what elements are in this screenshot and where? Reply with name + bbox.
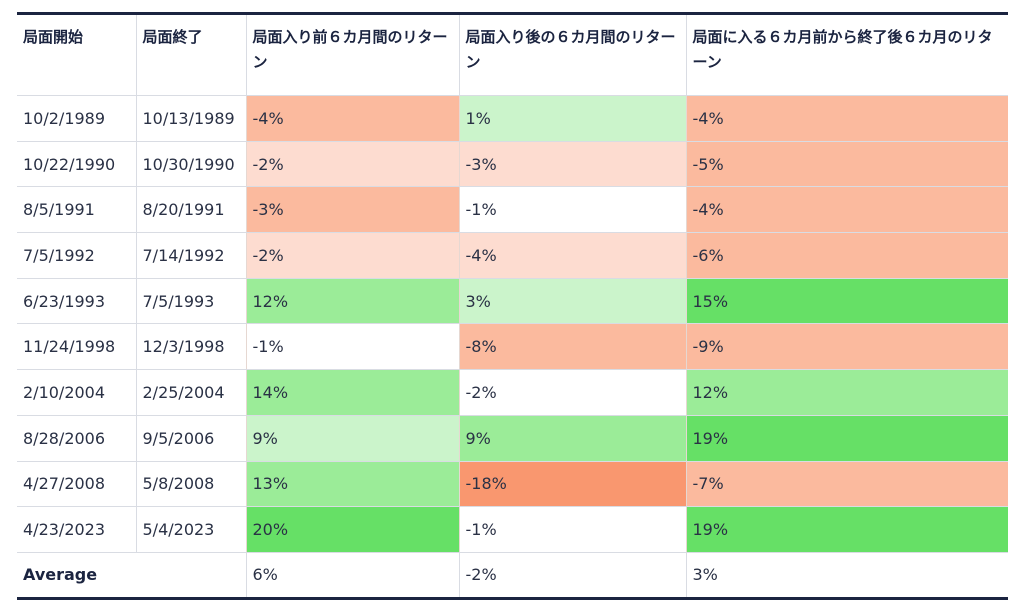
cell-return-after: 3% [458, 278, 686, 325]
cell-return-total: 12% [685, 369, 1008, 416]
cell-phase-end: 5/8/2008 [135, 461, 246, 508]
header-return-after: 局面入り後の６カ月間のリターン [458, 13, 686, 96]
cell-return-before: 9% [245, 415, 459, 462]
cell-return-after: 9% [458, 415, 686, 462]
average-row: Average 6% -2% 3% [17, 552, 1008, 600]
cell-return-after: -1% [458, 186, 686, 234]
cell-return-total: -5% [685, 141, 1008, 188]
cell-return-before: -2% [245, 141, 459, 188]
cell-phase-end: 7/5/1993 [135, 278, 246, 325]
cell-phase-start: 8/5/1991 [17, 186, 136, 234]
table-row: 11/24/1998 12/3/1998 -1% -8% -9% [17, 323, 1008, 371]
cell-return-total: -4% [685, 95, 1008, 142]
cell-phase-start: 4/27/2008 [17, 461, 136, 508]
cell-phase-start: 11/24/1998 [17, 323, 136, 371]
cell-phase-end: 8/20/1991 [135, 186, 246, 234]
cell-return-before: -4% [245, 95, 459, 142]
table-row: 10/22/1990 10/30/1990 -2% -3% -5% [17, 141, 1008, 188]
cell-return-total: -6% [685, 232, 1008, 279]
cell-return-before: 13% [245, 461, 459, 508]
cell-return-before: 12% [245, 278, 459, 325]
cell-return-total: 15% [685, 278, 1008, 325]
cell-phase-end: 5/4/2023 [135, 506, 246, 553]
table-row: 4/23/2023 5/4/2023 20% -1% 19% [17, 506, 1008, 553]
cell-return-after: -4% [458, 232, 686, 279]
cell-return-after: -18% [458, 461, 686, 508]
cell-return-after: -3% [458, 141, 686, 188]
header-return-total: 局面に入る６カ月前から終了後６カ月のリターン [685, 13, 1008, 96]
table-row: 8/5/1991 8/20/1991 -3% -1% -4% [17, 186, 1008, 234]
cell-phase-start: 7/5/1992 [17, 232, 136, 279]
cell-return-before: 14% [245, 369, 459, 416]
cell-return-before: -2% [245, 232, 459, 279]
cell-return-total: -4% [685, 186, 1008, 234]
header-phase-end: 局面終了 [135, 13, 246, 96]
table-row: 7/5/1992 7/14/1992 -2% -4% -6% [17, 232, 1008, 279]
cell-phase-end: 2/25/2004 [135, 369, 246, 416]
table-row: 4/27/2008 5/8/2008 13% -18% -7% [17, 461, 1008, 508]
cell-return-after: -8% [458, 323, 686, 371]
cell-phase-end: 7/14/1992 [135, 232, 246, 279]
cell-phase-start: 2/10/2004 [17, 369, 136, 416]
cell-return-total: 19% [685, 506, 1008, 553]
table-row: 6/23/1993 7/5/1993 12% 3% 15% [17, 278, 1008, 325]
header-phase-start: 局面開始 [17, 13, 136, 96]
cell-return-before: -3% [245, 186, 459, 234]
cell-phase-end: 12/3/1998 [135, 323, 246, 371]
cell-return-total: 19% [685, 415, 1008, 462]
cell-return-after: 1% [458, 95, 686, 142]
cell-phase-end: 9/5/2006 [135, 415, 246, 462]
table-body: 10/2/1989 10/13/1989 -4% 1% -4% 10/22/1990 10/… [17, 95, 1008, 600]
table-row: 8/28/2006 9/5/2006 9% 9% 19% [17, 415, 1008, 462]
average-total: 3% [685, 552, 1008, 600]
cell-return-before: 20% [245, 506, 459, 553]
cell-return-after: -1% [458, 506, 686, 553]
table-row: 10/2/1989 10/13/1989 -4% 1% -4% [17, 95, 1008, 142]
cell-phase-start: 10/22/1990 [17, 141, 136, 188]
table-row: 2/10/2004 2/25/2004 14% -2% 12% [17, 369, 1008, 416]
cell-phase-end: 10/30/1990 [135, 141, 246, 188]
cell-return-total: -9% [685, 323, 1008, 371]
header-row: 局面開始 局面終了 局面入り前６カ月間のリターン 局面入り後の６カ月間のリターン… [17, 13, 1008, 96]
cell-phase-start: 6/23/1993 [17, 278, 136, 325]
cell-return-before: -1% [245, 323, 459, 371]
cell-phase-start: 4/23/2023 [17, 506, 136, 553]
returns-table: 局面開始 局面終了 局面入り前６カ月間のリターン 局面入り後の６カ月間のリターン… [17, 12, 1008, 600]
cell-phase-start: 10/2/1989 [17, 95, 136, 142]
cell-return-after: -2% [458, 369, 686, 416]
cell-return-total: -7% [685, 461, 1008, 508]
header-return-before: 局面入り前６カ月間のリターン [245, 13, 459, 96]
average-after: -2% [458, 552, 686, 600]
cell-phase-start: 8/28/2006 [17, 415, 136, 462]
average-label: Average [17, 552, 246, 600]
cell-phase-end: 10/13/1989 [135, 95, 246, 142]
average-before: 6% [245, 552, 459, 600]
